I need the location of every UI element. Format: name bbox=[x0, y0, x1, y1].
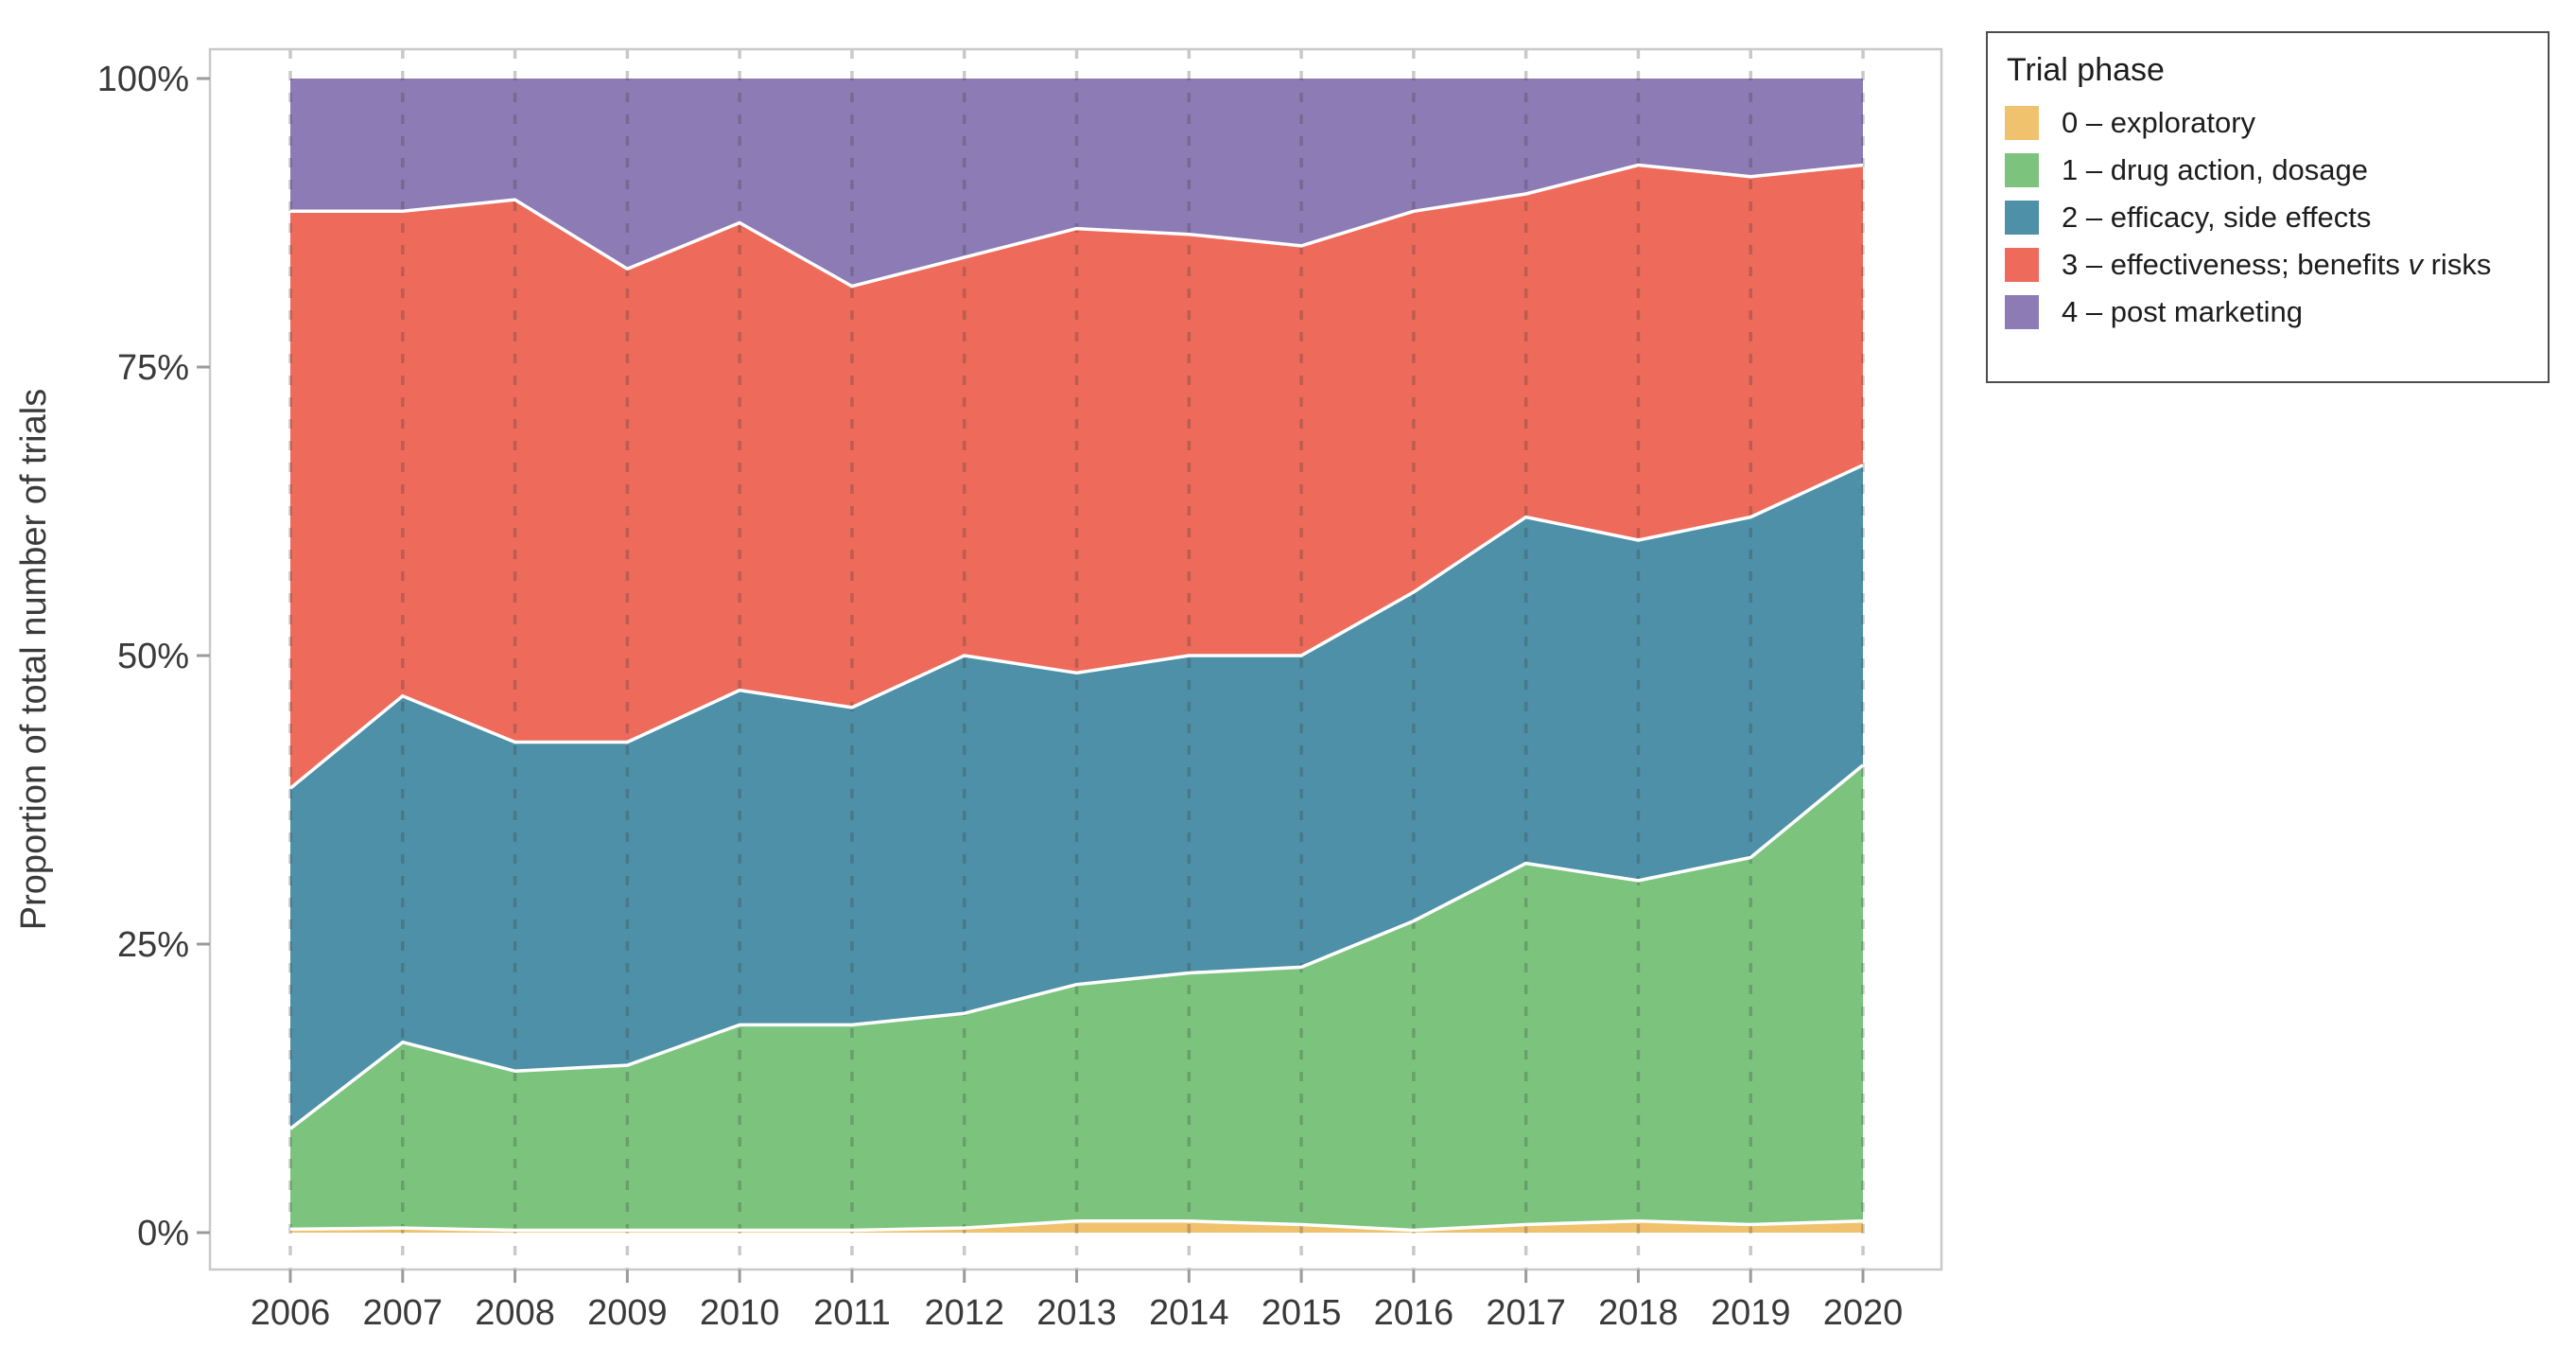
area-phase-0 bbox=[290, 1220, 1863, 1233]
legend-item-label: 4 – post marketing bbox=[2062, 295, 2304, 328]
x-tick-label-2019: 2019 bbox=[1711, 1293, 1791, 1333]
x-tick-label-2006: 2006 bbox=[251, 1293, 331, 1333]
legend-items: 0 – exploratory 1 – drug action, dosage 2 … bbox=[2005, 106, 2531, 329]
separator-line-0 bbox=[289, 1219, 1864, 1233]
legend-swatch-icon bbox=[2005, 295, 2039, 329]
x-tick-label-2008: 2008 bbox=[475, 1293, 555, 1333]
legend-item-label: 1 – drug action, dosage bbox=[2062, 153, 2369, 186]
legend-item-4: 4 – post marketing bbox=[2005, 295, 2531, 329]
y-tick-label-0: 0% bbox=[137, 1214, 189, 1253]
legend-item-label: 2 – efficacy, side effects bbox=[2062, 201, 2372, 234]
legend-box: Trial phase 0 – exploratory 1 – drug acti… bbox=[1986, 31, 2550, 383]
legend-item-1: 1 – drug action, dosage bbox=[2005, 153, 2531, 187]
y-tick-label-25: 25% bbox=[117, 925, 189, 965]
x-tick-label-2018: 2018 bbox=[1598, 1293, 1679, 1333]
legend-item-label: 3 – effectiveness; benefits v risks bbox=[2062, 248, 2492, 281]
separator-line-2 bbox=[288, 464, 1864, 790]
y-tick-label-75: 75% bbox=[117, 348, 189, 388]
y-tick-label-100: 100% bbox=[97, 60, 189, 99]
area-phase-2 bbox=[290, 464, 1863, 1130]
separator-line-1 bbox=[288, 763, 1865, 1130]
x-tick-label-2009: 2009 bbox=[587, 1293, 668, 1333]
x-tick-label-2013: 2013 bbox=[1036, 1293, 1117, 1333]
area-phase-1 bbox=[290, 764, 1863, 1231]
y-axis-title: Proportion of total number of trials bbox=[14, 389, 54, 930]
legend-item-3: 3 – effectiveness; benefits v risks bbox=[2005, 248, 2531, 282]
legend-swatch-icon bbox=[2005, 201, 2039, 235]
area-phase-3 bbox=[290, 165, 1863, 789]
area-phase-4 bbox=[290, 79, 1863, 287]
x-tick-label-2017: 2017 bbox=[1486, 1293, 1566, 1333]
x-tick-label-2011: 2011 bbox=[813, 1293, 891, 1333]
legend-title: Trial phase bbox=[2007, 52, 2165, 88]
legend-swatch-icon bbox=[2005, 153, 2039, 187]
x-tick-label-2012: 2012 bbox=[924, 1293, 1004, 1333]
legend-item-2: 2 – efficacy, side effects bbox=[2005, 201, 2531, 235]
x-tick-label-2015: 2015 bbox=[1262, 1293, 1342, 1333]
x-tick-label-2020: 2020 bbox=[1823, 1293, 1904, 1333]
x-tick-label-2016: 2016 bbox=[1374, 1293, 1454, 1333]
separator-line-3 bbox=[290, 163, 1864, 289]
x-tick-label-2014: 2014 bbox=[1149, 1293, 1229, 1333]
legend-item-0: 0 – exploratory bbox=[2005, 106, 2531, 140]
legend-item-label: 0 – exploratory bbox=[2062, 106, 2256, 139]
x-tick-label-2007: 2007 bbox=[363, 1293, 444, 1333]
y-tick-label-50: 50% bbox=[117, 637, 189, 676]
x-tick-label-2010: 2010 bbox=[700, 1293, 780, 1333]
legend-swatch-icon bbox=[2005, 106, 2039, 140]
legend-swatch-icon bbox=[2005, 248, 2039, 282]
